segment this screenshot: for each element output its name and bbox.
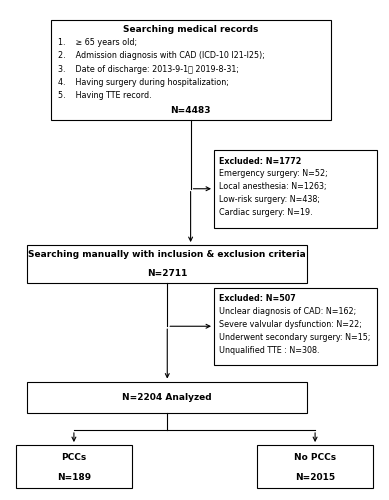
Text: Cardiac surgery: N=19.: Cardiac surgery: N=19. xyxy=(219,208,313,218)
Text: Emergency surgery: N=52;: Emergency surgery: N=52; xyxy=(219,170,328,178)
Text: N=2015: N=2015 xyxy=(295,472,335,482)
Text: Unqualified TTE : N=308.: Unqualified TTE : N=308. xyxy=(219,346,319,355)
Text: Unclear diagnosis of CAD: N=162;: Unclear diagnosis of CAD: N=162; xyxy=(219,307,356,316)
Text: 4.    Having surgery during hospitalization;: 4. Having surgery during hospitalization… xyxy=(58,78,228,87)
Text: Underwent secondary surgery: N=15;: Underwent secondary surgery: N=15; xyxy=(219,333,370,342)
FancyBboxPatch shape xyxy=(16,445,132,488)
FancyBboxPatch shape xyxy=(27,382,307,412)
FancyBboxPatch shape xyxy=(214,288,377,365)
Text: PCCs: PCCs xyxy=(61,452,86,462)
Text: Excluded: N=507: Excluded: N=507 xyxy=(219,294,296,303)
Text: N=189: N=189 xyxy=(57,472,91,482)
FancyBboxPatch shape xyxy=(257,445,373,488)
Text: Low-risk surgery: N=438;: Low-risk surgery: N=438; xyxy=(219,196,320,204)
Text: Excluded: N=1772: Excluded: N=1772 xyxy=(219,156,301,166)
Text: No PCCs: No PCCs xyxy=(294,452,336,462)
Text: 2.    Admission diagnosis with CAD (ICD-10 I21-I25);: 2. Admission diagnosis with CAD (ICD-10 … xyxy=(58,51,265,60)
Text: Searching medical records: Searching medical records xyxy=(123,25,258,34)
FancyBboxPatch shape xyxy=(51,20,331,120)
Text: N=2711: N=2711 xyxy=(147,268,187,278)
FancyBboxPatch shape xyxy=(27,245,307,282)
FancyBboxPatch shape xyxy=(214,150,377,228)
Text: Local anesthesia: N=1263;: Local anesthesia: N=1263; xyxy=(219,182,327,192)
Text: N=2204 Analyzed: N=2204 Analyzed xyxy=(123,392,212,402)
Text: 3.    Date of discharge: 2013-9-1～ 2019-8-31;: 3. Date of discharge: 2013-9-1～ 2019-8-3… xyxy=(58,64,238,74)
Text: 1.    ≥ 65 years old;: 1. ≥ 65 years old; xyxy=(58,38,137,46)
Text: Severe valvular dysfunction: N=22;: Severe valvular dysfunction: N=22; xyxy=(219,320,362,329)
Text: N=4483: N=4483 xyxy=(170,106,211,115)
Text: Searching manually with inclusion & exclusion criteria: Searching manually with inclusion & excl… xyxy=(28,250,306,259)
Text: 5.    Having TTE record.: 5. Having TTE record. xyxy=(58,92,151,100)
